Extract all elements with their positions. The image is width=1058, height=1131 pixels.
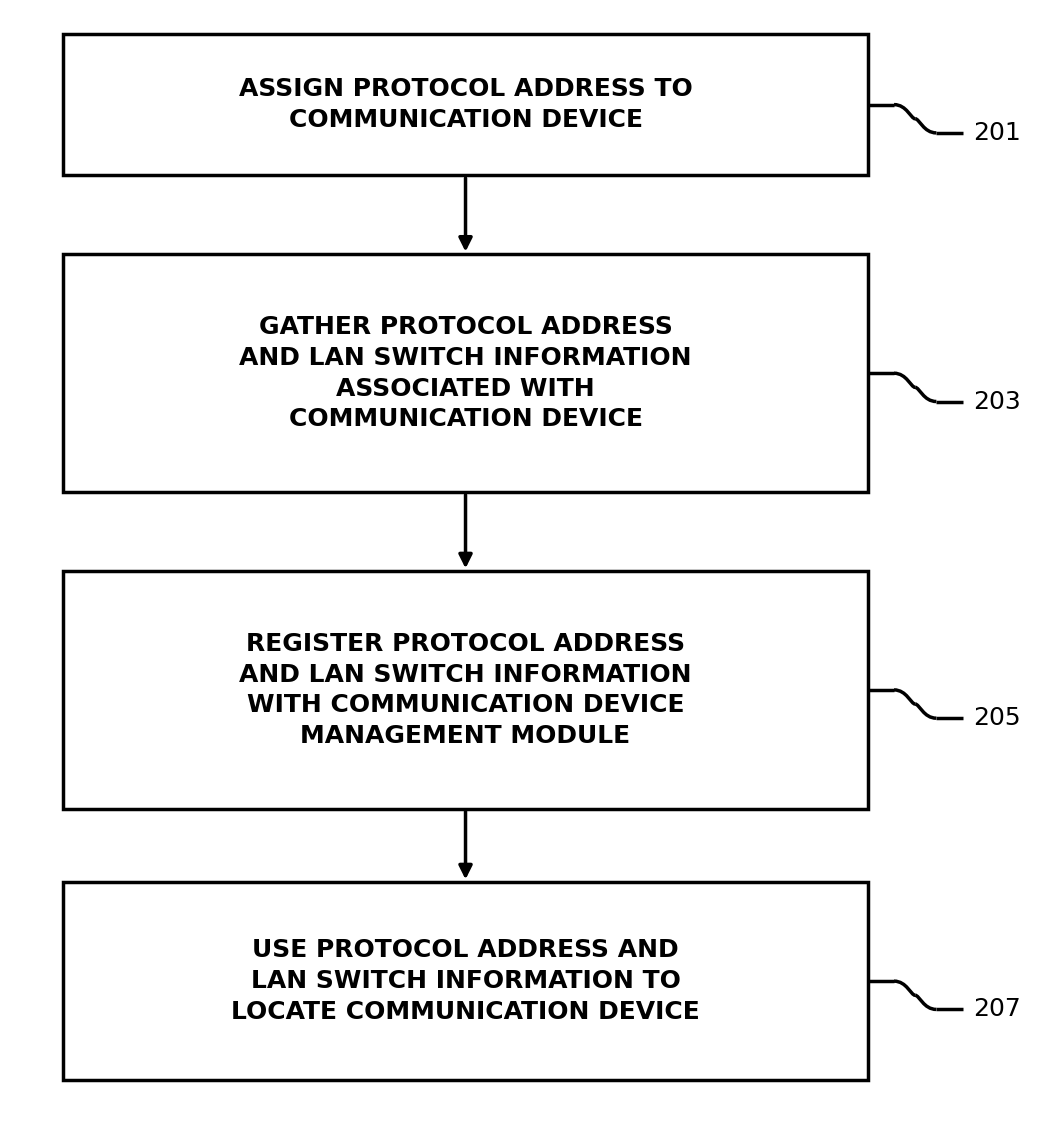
Text: REGISTER PROTOCOL ADDRESS
AND LAN SWITCH INFORMATION
WITH COMMUNICATION DEVICE
M: REGISTER PROTOCOL ADDRESS AND LAN SWITCH… xyxy=(239,632,692,748)
Text: ASSIGN PROTOCOL ADDRESS TO
COMMUNICATION DEVICE: ASSIGN PROTOCOL ADDRESS TO COMMUNICATION… xyxy=(239,77,692,132)
Text: 203: 203 xyxy=(973,389,1021,414)
Text: 207: 207 xyxy=(973,998,1021,1021)
FancyBboxPatch shape xyxy=(63,571,868,809)
Text: 201: 201 xyxy=(973,121,1021,145)
Text: GATHER PROTOCOL ADDRESS
AND LAN SWITCH INFORMATION
ASSOCIATED WITH
COMMUNICATION: GATHER PROTOCOL ADDRESS AND LAN SWITCH I… xyxy=(239,316,692,431)
FancyBboxPatch shape xyxy=(63,882,868,1080)
FancyBboxPatch shape xyxy=(63,254,868,492)
Text: 205: 205 xyxy=(973,706,1021,731)
Text: USE PROTOCOL ADDRESS AND
LAN SWITCH INFORMATION TO
LOCATE COMMUNICATION DEVICE: USE PROTOCOL ADDRESS AND LAN SWITCH INFO… xyxy=(231,939,700,1024)
FancyBboxPatch shape xyxy=(63,34,868,175)
